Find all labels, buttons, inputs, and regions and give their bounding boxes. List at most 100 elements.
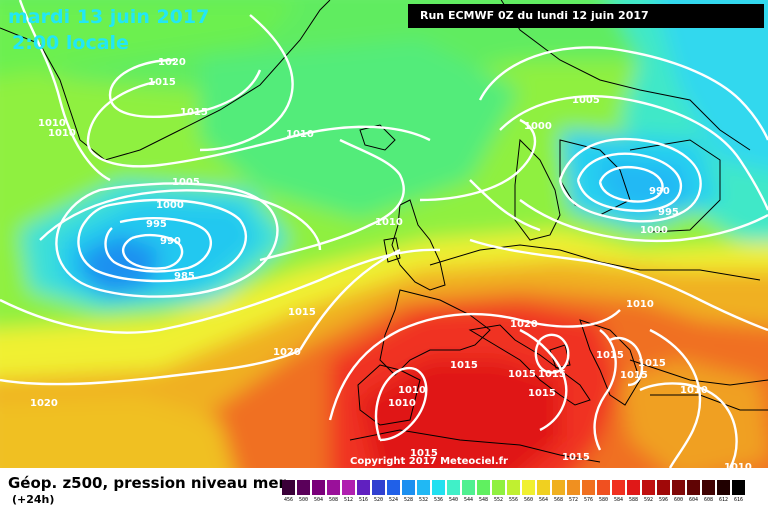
scale-tick-label: 576	[583, 497, 594, 503]
scale-swatch	[657, 480, 670, 495]
run-info-banner: Run ECMWF 0Z du lundi 12 juin 2017	[408, 4, 764, 28]
isobar-label: 1010	[398, 385, 426, 396]
scale-tick-label: 572	[568, 497, 579, 503]
isobar-label: 990	[649, 186, 670, 197]
forecast-time-title: 2:00 locale	[12, 32, 129, 54]
geopotential-map	[0, 0, 768, 468]
scale-tick-label: 568	[553, 497, 564, 503]
scale-swatch	[507, 480, 520, 495]
isobar-label: 1015	[528, 388, 556, 399]
isobar-label: 1005	[172, 177, 200, 188]
isobar-label: 1010	[48, 128, 76, 139]
scale-tick-label: 508	[328, 497, 339, 503]
isobar-label: 1015	[450, 360, 478, 371]
scale-swatch	[627, 480, 640, 495]
isobar-label: 990	[160, 236, 181, 247]
scale-tick-label: 544	[463, 497, 474, 503]
scale-swatch	[522, 480, 535, 495]
scale-tick-label: 500	[298, 497, 309, 503]
scale-swatch	[372, 480, 385, 495]
isobar-label: 1015	[148, 77, 176, 88]
scale-swatch	[357, 480, 370, 495]
scale-tick-label: 512	[343, 497, 354, 503]
scale-tick-label: 456	[283, 497, 294, 503]
scale-swatch	[567, 480, 580, 495]
isobar-label: 1015	[638, 358, 666, 369]
isobar-label: 1020	[158, 57, 186, 68]
scale-swatch	[582, 480, 595, 495]
scale-swatch	[462, 480, 475, 495]
isobar-label: 1020	[273, 347, 301, 358]
scale-tick-label: 616	[733, 497, 744, 503]
scale-tick-label: 612	[718, 497, 729, 503]
isobar-label: 1015	[620, 370, 648, 381]
scale-tick-label: 596	[658, 497, 669, 503]
isobar-label: 1020	[30, 398, 58, 409]
isobar-label: 1010	[375, 217, 403, 228]
scale-swatch	[732, 480, 745, 495]
isobar-label: 1010	[626, 299, 654, 310]
scale-swatch	[432, 480, 445, 495]
scale-swatch	[537, 480, 550, 495]
scale-swatch	[282, 480, 295, 495]
isobar-label: 1015	[180, 107, 208, 118]
isobar-label: 1010	[388, 398, 416, 409]
scale-swatch	[312, 480, 325, 495]
scale-tick-label: 504	[313, 497, 324, 503]
scale-swatch	[477, 480, 490, 495]
scale-swatch	[702, 480, 715, 495]
scale-tick-label: 560	[523, 497, 534, 503]
isobar-label: 1000	[524, 121, 552, 132]
scale-tick-label: 540	[448, 497, 459, 503]
scale-swatch	[612, 480, 625, 495]
isobar-label: 1015	[410, 448, 438, 459]
isobar-label: 1015	[562, 452, 590, 463]
scale-swatch	[597, 480, 610, 495]
scale-tick-label: 552	[493, 497, 504, 503]
scale-swatch	[552, 480, 565, 495]
isobar-label: 995	[658, 207, 679, 218]
isobar-label: 1000	[156, 200, 184, 211]
copyright-label: Copyright 2017 Meteociel.fr	[350, 456, 508, 467]
isobar-label: 1010	[38, 118, 66, 129]
isobar-label: 1015	[538, 369, 566, 380]
scale-tick-label: 564	[538, 497, 549, 503]
isobar-label: 1020	[510, 319, 538, 330]
isobar-label: 1015	[508, 369, 536, 380]
scale-tick-label: 580	[598, 497, 609, 503]
scale-tick-label: 524	[388, 497, 399, 503]
field-title: Géop. z500, pression niveau mer	[8, 474, 286, 492]
scale-swatch	[327, 480, 340, 495]
scale-swatch	[447, 480, 460, 495]
scale-tick-label: 592	[643, 497, 654, 503]
scale-tick-label: 556	[508, 497, 519, 503]
scale-swatch	[642, 480, 655, 495]
scale-swatch	[492, 480, 505, 495]
scale-swatch	[387, 480, 400, 495]
scale-tick-label: 548	[478, 497, 489, 503]
scale-swatch	[297, 480, 310, 495]
isobar-lines	[0, 0, 768, 468]
isobar-label: 1015	[288, 307, 316, 318]
isobar-label: 1010	[724, 462, 752, 473]
isobar-label: 985	[174, 271, 195, 282]
scale-swatch	[417, 480, 430, 495]
scale-tick-label: 584	[613, 497, 624, 503]
scale-tick-label: 528	[403, 497, 414, 503]
coastlines	[0, 0, 768, 463]
isobar-label: 1010	[680, 385, 708, 396]
scale-tick-label: 516	[358, 497, 369, 503]
isobar-label: 1005	[572, 95, 600, 106]
color-scale-legend: 456 500 504 508 512 516 520 524 528 532 536 540 544 5…	[282, 480, 754, 508]
scale-tick-label: 604	[688, 497, 699, 503]
scale-tick-label: 588	[628, 497, 639, 503]
isobar-label: 1000	[640, 225, 668, 236]
isobar-label: 1010	[286, 129, 314, 140]
forecast-date-title: mardi 13 juin 2017	[8, 6, 210, 28]
isobar-label: 995	[146, 219, 167, 230]
scale-swatch	[717, 480, 730, 495]
scale-swatch	[342, 480, 355, 495]
scale-tick-label: 532	[418, 497, 429, 503]
scale-swatch	[402, 480, 415, 495]
